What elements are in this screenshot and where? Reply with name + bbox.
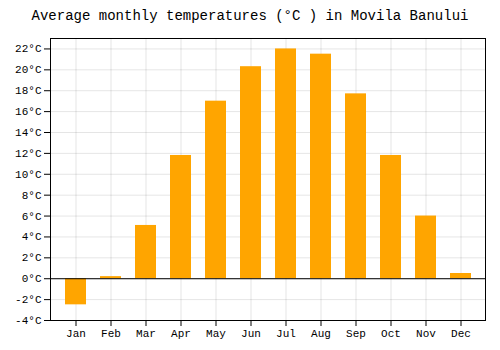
svg-text:Feb: Feb <box>101 328 121 340</box>
svg-text:8°C: 8°C <box>22 190 42 202</box>
svg-text:-4°C: -4°C <box>15 315 42 327</box>
svg-text:Jan: Jan <box>66 328 86 340</box>
svg-text:20°C: 20°C <box>15 64 42 76</box>
svg-text:Mar: Mar <box>136 328 156 340</box>
html-text:Average monthly temperatures (: Average monthly temperatures (°C ) in Mo… <box>31 8 469 24</box>
svg-text:10°C: 10°C <box>15 169 42 181</box>
svg-text:0°C: 0°C <box>22 273 42 285</box>
svg-text:Jun: Jun <box>241 328 261 340</box>
svg-text:Jul: Jul <box>276 328 296 340</box>
svg-text:Aug: Aug <box>311 328 331 340</box>
svg-text:6°C: 6°C <box>22 211 42 223</box>
svg-text:16°C: 16°C <box>15 106 42 118</box>
svg-text:-2°C: -2°C <box>15 294 42 306</box>
svg-text:18°C: 18°C <box>15 85 42 97</box>
svg-text:2°C: 2°C <box>22 252 42 264</box>
svg-text:4°C: 4°C <box>22 231 42 243</box>
svg-text:May: May <box>206 328 226 340</box>
svg-text:Sep: Sep <box>346 328 366 340</box>
svg-text:Nov: Nov <box>416 328 436 340</box>
svg-text:22°C: 22°C <box>15 43 42 55</box>
svg-text:Dec: Dec <box>451 328 471 340</box>
svg-text:Oct: Oct <box>381 328 401 340</box>
svg-text:Apr: Apr <box>171 328 191 340</box>
svg-text:14°C: 14°C <box>15 127 42 139</box>
svg-text:12°C: 12°C <box>15 148 42 160</box>
